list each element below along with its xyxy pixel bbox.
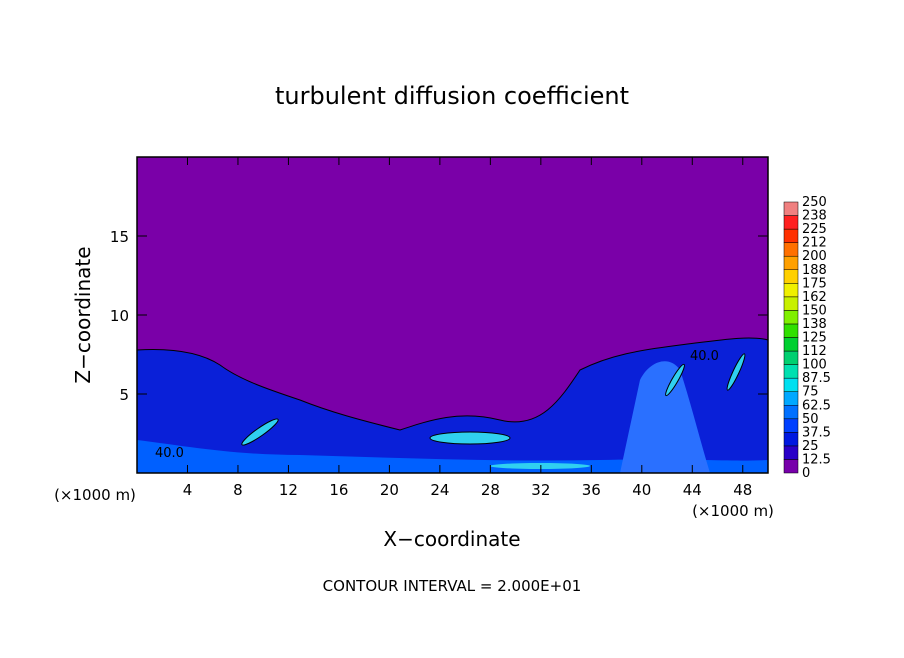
x-tick-label: 12	[279, 481, 298, 499]
colorbar-swatch	[783, 310, 799, 325]
colorbar-swatch	[783, 215, 799, 230]
x-tick-label: 4	[183, 481, 193, 499]
colorbar-label: 250	[802, 195, 827, 210]
x-tick-label: 28	[481, 481, 500, 499]
field-region	[137, 440, 768, 473]
x-tick-label: 48	[733, 481, 752, 499]
colorbar-label: 138	[802, 317, 827, 332]
colorbar-swatch	[783, 201, 799, 216]
colorbar-label: 212	[802, 236, 827, 251]
colorbar-label: 162	[802, 290, 827, 305]
colorbar-swatch	[783, 296, 799, 311]
colorbar-label: 238	[802, 209, 827, 224]
field-streak	[429, 431, 511, 445]
colorbar-swatch	[783, 323, 799, 338]
field-streak	[490, 463, 590, 469]
field	[136, 157, 769, 474]
colorbar-label: 50	[802, 412, 819, 427]
colorbar-swatch	[783, 432, 799, 447]
colorbar-swatch	[783, 350, 799, 365]
y-axis-label: Z−coordinate	[71, 246, 95, 383]
x-unit-label: (×1000 m)	[54, 486, 136, 504]
colorbar-label: 0	[802, 466, 810, 481]
colorbar-swatch	[783, 228, 799, 243]
colorbar-label: 225	[802, 222, 827, 237]
field-streak	[665, 363, 685, 397]
x-tick-label: 32	[531, 481, 550, 499]
x-tick-label: 36	[582, 481, 601, 499]
footnote: CONTOUR INTERVAL = 2.000E+01	[323, 577, 582, 595]
y-tick-label: 10	[110, 307, 129, 325]
x-tick-label: 24	[430, 481, 449, 499]
colorbar-label: 12.5	[802, 452, 831, 467]
colorbar-label: 188	[802, 263, 827, 278]
x-axis-label: X−coordinate	[383, 527, 520, 551]
colorbar-swatch	[783, 337, 799, 352]
contour-label: 40.0	[690, 349, 719, 364]
x-tick-label: 44	[683, 481, 702, 499]
colorbar-label: 62.5	[802, 398, 831, 413]
colorbar-swatch	[783, 364, 799, 379]
colorbar-swatch	[783, 459, 799, 474]
y-tick-label: 5	[119, 386, 129, 404]
colorbar-label: 112	[802, 344, 827, 359]
x-unit-label: (×1000 m)	[692, 502, 774, 520]
x-tick-label: 8	[233, 481, 243, 499]
colorbar-label: 200	[802, 249, 827, 264]
x-tick-label: 20	[380, 481, 399, 499]
colorbar-label: 37.5	[802, 425, 831, 440]
colorbar-label: 87.5	[802, 371, 831, 386]
colorbar-swatch	[783, 391, 799, 406]
colorbar-swatch	[783, 242, 799, 257]
colorbar-label: 100	[802, 358, 827, 373]
field-region	[620, 361, 710, 473]
field-streak	[241, 418, 279, 446]
x-tick-label: 40	[632, 481, 651, 499]
colorbar-label: 150	[802, 303, 827, 318]
colorbar-swatch	[783, 269, 799, 284]
colorbar-swatch	[783, 445, 799, 460]
colorbar-swatch	[783, 255, 799, 271]
colorbar-label: 125	[802, 331, 827, 346]
colorbar-label: 25	[802, 439, 819, 454]
colorbar-swatch	[783, 418, 799, 433]
colorbar-swatch	[783, 283, 799, 298]
chart-title: turbulent diffusion coefficient	[275, 82, 629, 110]
colorbar-label: 175	[802, 276, 827, 291]
y-tick-label: 15	[110, 228, 129, 246]
colorbar-swatch	[783, 405, 799, 420]
colorbar-swatch	[783, 377, 799, 392]
x-tick-label: 16	[329, 481, 348, 499]
field-streak	[726, 353, 746, 391]
colorbar-label: 75	[802, 385, 819, 400]
contour-label: 40.0	[155, 446, 184, 461]
field-region	[136, 337, 769, 474]
